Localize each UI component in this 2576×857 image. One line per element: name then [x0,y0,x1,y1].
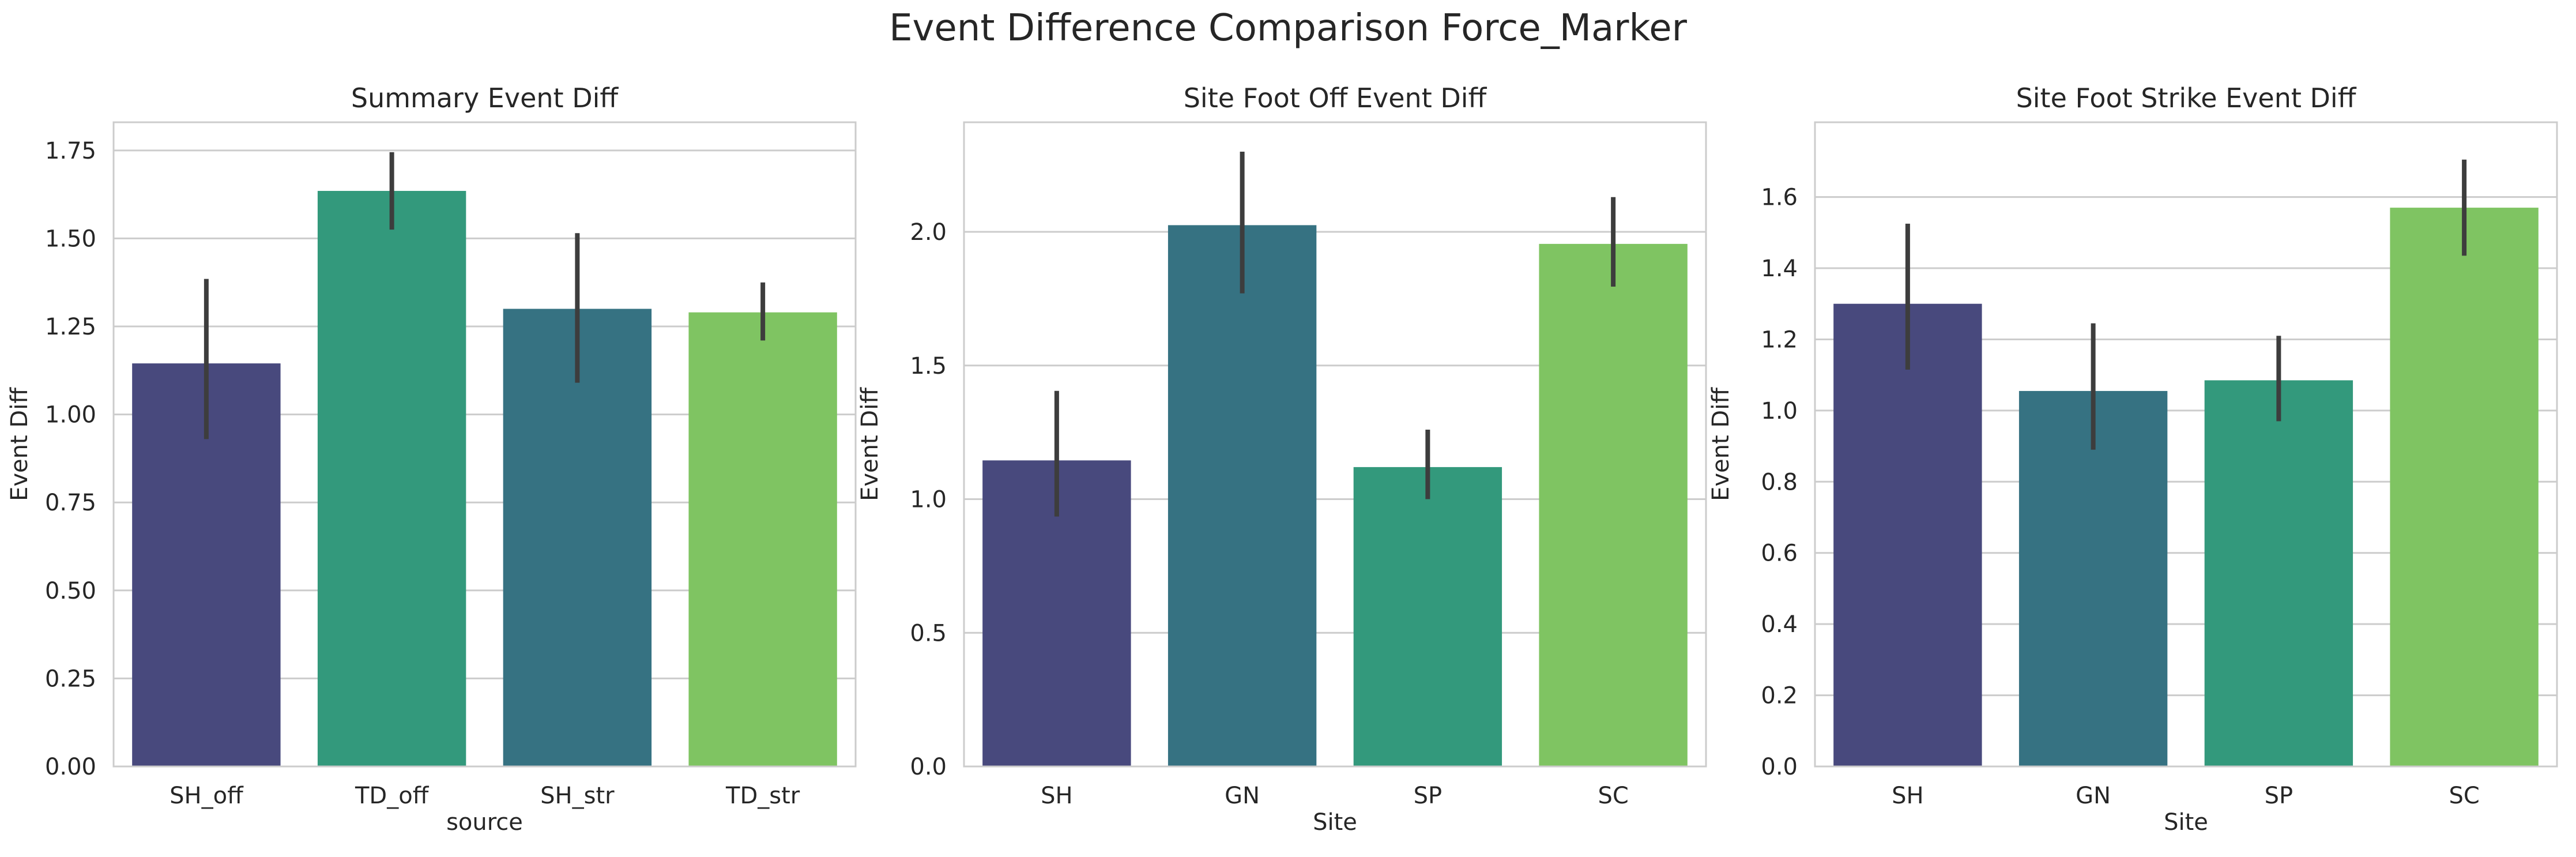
y-tick-label: 0.75 [45,490,96,516]
figure-title: Event Difference Comparison Force_Marker [889,7,1687,50]
chart-title: Site Foot Strike Event Diff [2016,82,2357,114]
x-tick-label: GN [1225,783,1260,809]
y-tick-label: 0.0 [1761,754,1798,780]
y-tick-label: 1.0 [910,487,947,513]
x-tick-label: SH_off [170,783,244,809]
chart-panel-1: SH_off TD_off SH_str TD_str 0.00 0.25 0.50 0.75… [6,82,857,836]
y-tick-label: 1.50 [45,225,96,252]
bar-sh [1833,303,1982,766]
y-tick-label: 0.0 [910,754,947,780]
y-tick-label: 0.5 [910,620,947,646]
bar-td-off [317,191,466,766]
y-tick-label: 0.25 [45,666,96,692]
chart-panel-3: SH GN SP SC 0.0 0.2 0.4 0.6 0.8 1.0 1.2 1.4 1.6 Site … [1708,82,2558,836]
axes-frame [112,121,857,768]
bar-sp [2204,380,2353,766]
bar-sp [1353,467,1502,766]
y-tick-label: 0.4 [1761,611,1798,638]
y-axis-label: Event Diff [857,387,883,501]
y-tick-label: 0.6 [1761,540,1798,567]
axes-frame [1814,121,2558,768]
bar-td-str [688,312,837,766]
y-tick-label: 1.75 [45,138,96,164]
bar-gn [1168,225,1317,766]
x-axis-label: source [446,809,523,836]
bar-sc [2390,208,2539,767]
y-tick-label: 1.00 [45,402,96,428]
x-tick-label: SH [1892,783,1923,809]
y-tick-label: 1.2 [1761,326,1798,353]
axes-frame [963,121,1707,768]
y-axis-label: Event Diff [1708,387,1734,501]
y-tick-label: 1.4 [1761,255,1798,282]
y-tick-label: 1.5 [910,353,947,379]
bar-sc [1539,243,1688,767]
y-axis-label: Event Diff [6,387,33,501]
x-tick-label: TD_str [725,783,800,809]
y-tick-label: 0.50 [45,578,96,604]
y-tick-label: 0.8 [1761,469,1798,495]
x-tick-label: TD_off [355,783,430,809]
bar-sh-str [503,309,652,766]
y-tick-label: 0.00 [45,754,96,780]
x-tick-label: SP [2265,783,2293,809]
y-tick-label: 1.6 [1761,185,1798,211]
y-tick-label: 0.2 [1761,683,1798,709]
x-axis-label: Site [1313,809,1357,836]
y-tick-label: 2.0 [910,219,947,246]
chart-title: Site Foot Off Event Diff [1184,82,1487,114]
x-tick-label: SH_str [540,783,615,809]
chart-title: Summary Event Diff [351,82,619,114]
x-tick-label: SP [1414,783,1443,809]
y-tick-label: 1.0 [1761,398,1798,424]
bar-gn [2018,390,2168,766]
x-tick-label: SH [1041,783,1072,809]
x-axis-label: Site [2164,809,2208,836]
x-tick-label: GN [2076,783,2111,809]
x-tick-label: SC [2449,783,2479,809]
chart-panel-2: SH GN SP SC 0.0 0.5 1.0 1.5 2.0 Site Foot Off Eve… [857,82,1707,836]
x-tick-label: SC [1598,783,1628,809]
y-tick-label: 1.25 [45,314,96,340]
